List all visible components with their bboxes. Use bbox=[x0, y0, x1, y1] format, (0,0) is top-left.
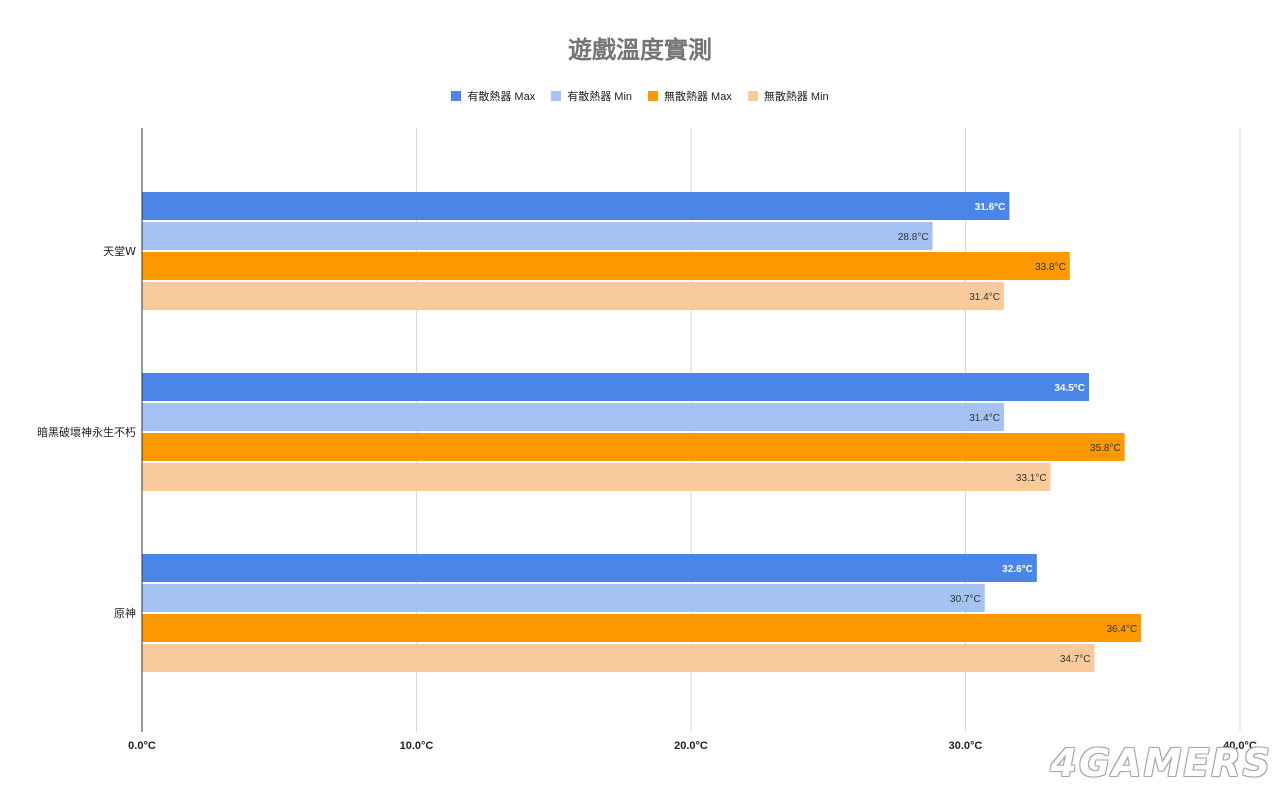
bar bbox=[142, 463, 1051, 491]
bar bbox=[142, 222, 933, 250]
legend-item: 無散熱器 Max bbox=[648, 88, 732, 104]
data-label: 28.8°C bbox=[898, 232, 929, 243]
data-label: 31.4°C bbox=[969, 292, 1000, 303]
category-label: 暗黑破壞神永生不朽 bbox=[37, 425, 136, 439]
data-label: 33.1°C bbox=[1016, 473, 1047, 484]
legend-swatch bbox=[648, 91, 658, 101]
data-label: 30.7°C bbox=[950, 594, 981, 605]
x-tick-label: 30.0°C bbox=[949, 740, 983, 752]
data-label: 36.4°C bbox=[1106, 624, 1137, 635]
legend-label: 無散熱器 Max bbox=[664, 91, 732, 103]
legend-swatch bbox=[451, 91, 462, 101]
data-label: 32.6°C bbox=[1002, 564, 1033, 575]
watermark-logo: 4GAMERS bbox=[1050, 741, 1272, 785]
data-label: 35.8°C bbox=[1090, 443, 1121, 454]
bar bbox=[142, 282, 1004, 310]
x-tick-label: 20.0°C bbox=[674, 740, 708, 752]
bar bbox=[142, 644, 1095, 672]
bar bbox=[142, 403, 1004, 431]
legend-item: 無散熱器 Min bbox=[747, 88, 829, 104]
data-label: 33.8°C bbox=[1035, 262, 1066, 273]
bar bbox=[142, 252, 1070, 280]
bar bbox=[142, 192, 1010, 220]
data-label: 31.6°C bbox=[975, 202, 1006, 213]
x-tick-label: 10.0°C bbox=[400, 740, 434, 752]
legend-label: 有散熱器 Min bbox=[567, 91, 632, 103]
legend-label: 無散熱器 Min bbox=[763, 91, 829, 103]
category-label: 天堂W bbox=[103, 245, 136, 258]
data-label: 34.5°C bbox=[1054, 383, 1085, 394]
category-label: 原神 bbox=[114, 606, 136, 620]
legend-label: 有散熱器 Max bbox=[467, 91, 536, 103]
legend-swatch bbox=[551, 91, 562, 101]
legend-item: 有散熱器 Max bbox=[451, 88, 535, 104]
bar bbox=[142, 433, 1125, 461]
legend: 有散熱器 Max 有散熱器 Min 無散熱器 Max 無散熱器 Min bbox=[0, 88, 1280, 104]
data-label: 31.4°C bbox=[969, 413, 1000, 424]
chart-title: 遊戲溫度實測 bbox=[568, 36, 712, 64]
bar bbox=[142, 614, 1142, 642]
x-tick-label: 0.0°C bbox=[128, 740, 156, 752]
x-tick-label: 40.0°C bbox=[1223, 740, 1257, 752]
legend-swatch bbox=[747, 91, 758, 101]
bar bbox=[142, 554, 1037, 582]
bar bbox=[142, 584, 985, 612]
data-label: 34.7°C bbox=[1060, 654, 1091, 665]
legend-item: 有散熱器 Min bbox=[551, 88, 632, 104]
bar bbox=[142, 373, 1090, 401]
